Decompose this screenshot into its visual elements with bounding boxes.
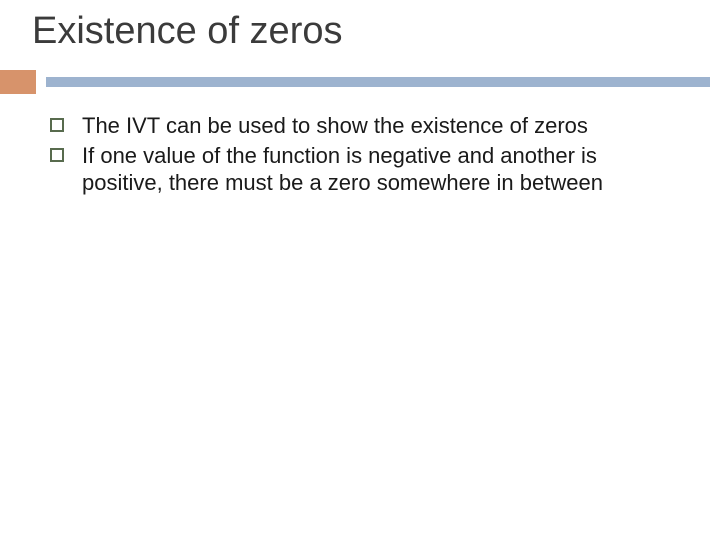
bullet-text: If one value of the function is negative… [82,142,680,197]
bullet-icon [50,118,64,132]
content-area: The IVT can be used to show the existenc… [50,112,680,199]
divider-accent [0,70,36,94]
title-divider [0,70,720,94]
divider-bar [46,77,710,87]
slide-title: Existence of zeros [32,10,342,53]
slide: Existence of zeros The IVT can be used t… [0,0,720,540]
list-item: If one value of the function is negative… [50,142,680,197]
bullet-text: The IVT can be used to show the existenc… [82,112,588,140]
list-item: The IVT can be used to show the existenc… [50,112,680,140]
bullet-icon [50,148,64,162]
